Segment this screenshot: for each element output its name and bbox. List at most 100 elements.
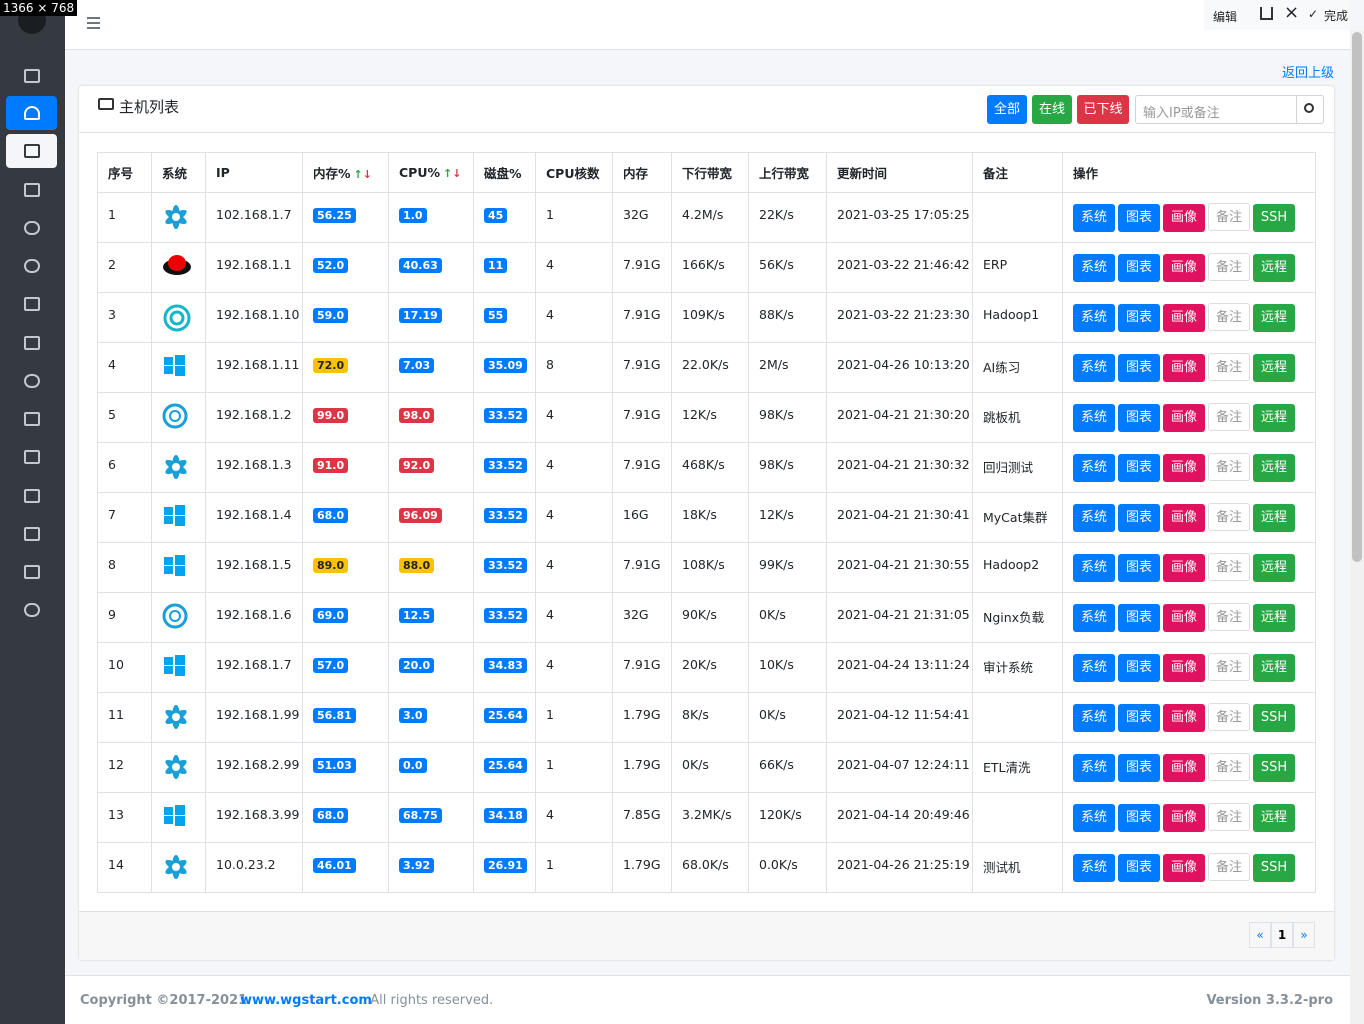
action-button[interactable]: 图表: [1118, 754, 1160, 782]
action-button[interactable]: 图表: [1118, 554, 1160, 582]
nav-icon[interactable]: [24, 69, 40, 83]
action-button[interactable]: 画像: [1163, 204, 1205, 232]
remote-button[interactable]: 远程: [1253, 604, 1295, 632]
action-button[interactable]: 画像: [1163, 804, 1205, 832]
action-button[interactable]: 画像: [1163, 854, 1205, 882]
action-button[interactable]: 图表: [1118, 354, 1160, 382]
filter-all[interactable]: 全部: [987, 95, 1027, 124]
nav-item-selected[interactable]: [6, 134, 57, 168]
action-button[interactable]: 画像: [1163, 504, 1205, 532]
action-button[interactable]: 系统: [1073, 254, 1115, 282]
action-button[interactable]: 图表: [1118, 404, 1160, 432]
action-button[interactable]: 备注: [1208, 303, 1250, 331]
nav-icon[interactable]: [24, 144, 40, 158]
remote-button[interactable]: 远程: [1253, 454, 1295, 482]
action-button[interactable]: 系统: [1073, 204, 1115, 232]
action-button[interactable]: 备注: [1208, 803, 1250, 831]
action-button[interactable]: 系统: [1073, 554, 1115, 582]
action-button[interactable]: 系统: [1073, 404, 1115, 432]
remote-button[interactable]: SSH: [1253, 854, 1295, 882]
scroll-thumb[interactable]: [1352, 32, 1362, 562]
sort-icon[interactable]: ↑↓: [443, 167, 462, 180]
action-button[interactable]: 图表: [1118, 504, 1160, 532]
action-button[interactable]: 系统: [1073, 454, 1115, 482]
action-button[interactable]: 画像: [1163, 404, 1205, 432]
action-button[interactable]: 画像: [1163, 354, 1205, 382]
action-button[interactable]: 图表: [1118, 854, 1160, 882]
nav-icon[interactable]: [24, 374, 40, 388]
remote-button[interactable]: 远程: [1253, 554, 1295, 582]
nav-icon[interactable]: [24, 336, 40, 350]
nav-icon[interactable]: [24, 412, 40, 426]
nav-icon[interactable]: [24, 527, 40, 541]
action-button[interactable]: 画像: [1163, 604, 1205, 632]
remote-button[interactable]: 远程: [1253, 304, 1295, 332]
action-button[interactable]: 系统: [1073, 504, 1115, 532]
site-link[interactable]: www.wgstart.com: [240, 993, 372, 1008]
action-button[interactable]: 画像: [1163, 754, 1205, 782]
action-button[interactable]: 图表: [1118, 254, 1160, 282]
action-button[interactable]: 图表: [1118, 204, 1160, 232]
nav-icon[interactable]: [24, 183, 40, 197]
remote-button[interactable]: SSH: [1253, 704, 1295, 732]
filter-online[interactable]: 在线: [1032, 95, 1072, 124]
action-button[interactable]: 图表: [1118, 654, 1160, 682]
action-button[interactable]: 备注: [1208, 353, 1250, 381]
filter-offline[interactable]: 已下线: [1077, 95, 1129, 124]
action-button[interactable]: 画像: [1163, 454, 1205, 482]
nav-icon[interactable]: [24, 603, 40, 617]
download-icon[interactable]: [1260, 7, 1273, 20]
action-button[interactable]: 画像: [1163, 254, 1205, 282]
nav-icon[interactable]: [24, 450, 40, 464]
action-button[interactable]: 图表: [1118, 804, 1160, 832]
action-button[interactable]: 系统: [1073, 654, 1115, 682]
action-button[interactable]: 系统: [1073, 604, 1115, 632]
sort-icon[interactable]: ↑↓: [353, 168, 372, 181]
search-input[interactable]: 输入IP或备注: [1135, 95, 1297, 124]
action-button[interactable]: 画像: [1163, 304, 1205, 332]
action-button[interactable]: 备注: [1208, 703, 1250, 731]
action-button[interactable]: 画像: [1163, 554, 1205, 582]
page-link[interactable]: »: [1293, 922, 1315, 948]
page-link[interactable]: «: [1249, 922, 1271, 948]
nav-icon[interactable]: [24, 489, 40, 503]
remote-button[interactable]: 远程: [1253, 354, 1295, 382]
action-button[interactable]: 备注: [1208, 603, 1250, 631]
action-button[interactable]: 图表: [1118, 454, 1160, 482]
action-button[interactable]: 备注: [1208, 403, 1250, 431]
remote-button[interactable]: SSH: [1253, 204, 1295, 232]
action-button[interactable]: 系统: [1073, 754, 1115, 782]
action-button[interactable]: 画像: [1163, 654, 1205, 682]
menu-toggle[interactable]: [87, 17, 100, 29]
action-button[interactable]: 备注: [1208, 653, 1250, 681]
action-button[interactable]: 系统: [1073, 854, 1115, 882]
page-link[interactable]: 1: [1271, 922, 1293, 948]
action-button[interactable]: 备注: [1208, 203, 1250, 231]
action-button[interactable]: 备注: [1208, 503, 1250, 531]
action-button[interactable]: 图表: [1118, 704, 1160, 732]
back-link[interactable]: 返回上级: [1282, 66, 1335, 81]
remote-button[interactable]: 远程: [1253, 254, 1295, 282]
nav-icon[interactable]: [24, 106, 40, 120]
close-icon[interactable]: ×: [1284, 2, 1300, 23]
action-button[interactable]: 备注: [1208, 553, 1250, 581]
remote-button[interactable]: 远程: [1253, 504, 1295, 532]
action-button[interactable]: 画像: [1163, 704, 1205, 732]
nav-icon[interactable]: [24, 565, 40, 579]
nav-icon[interactable]: [24, 221, 40, 235]
remote-button[interactable]: 远程: [1253, 654, 1295, 682]
action-button[interactable]: 图表: [1118, 304, 1160, 332]
action-button[interactable]: 图表: [1118, 604, 1160, 632]
action-button[interactable]: 备注: [1208, 253, 1250, 281]
action-button[interactable]: 备注: [1208, 453, 1250, 481]
action-button[interactable]: 系统: [1073, 354, 1115, 382]
action-button[interactable]: 备注: [1208, 753, 1250, 781]
action-button[interactable]: 系统: [1073, 804, 1115, 832]
remote-button[interactable]: 远程: [1253, 804, 1295, 832]
edit-button[interactable]: 编辑: [1213, 10, 1238, 24]
remote-button[interactable]: SSH: [1253, 754, 1295, 782]
search-button[interactable]: [1296, 95, 1324, 124]
done-button[interactable]: 完成: [1324, 9, 1349, 23]
action-button[interactable]: 备注: [1208, 853, 1250, 881]
action-button[interactable]: 系统: [1073, 704, 1115, 732]
